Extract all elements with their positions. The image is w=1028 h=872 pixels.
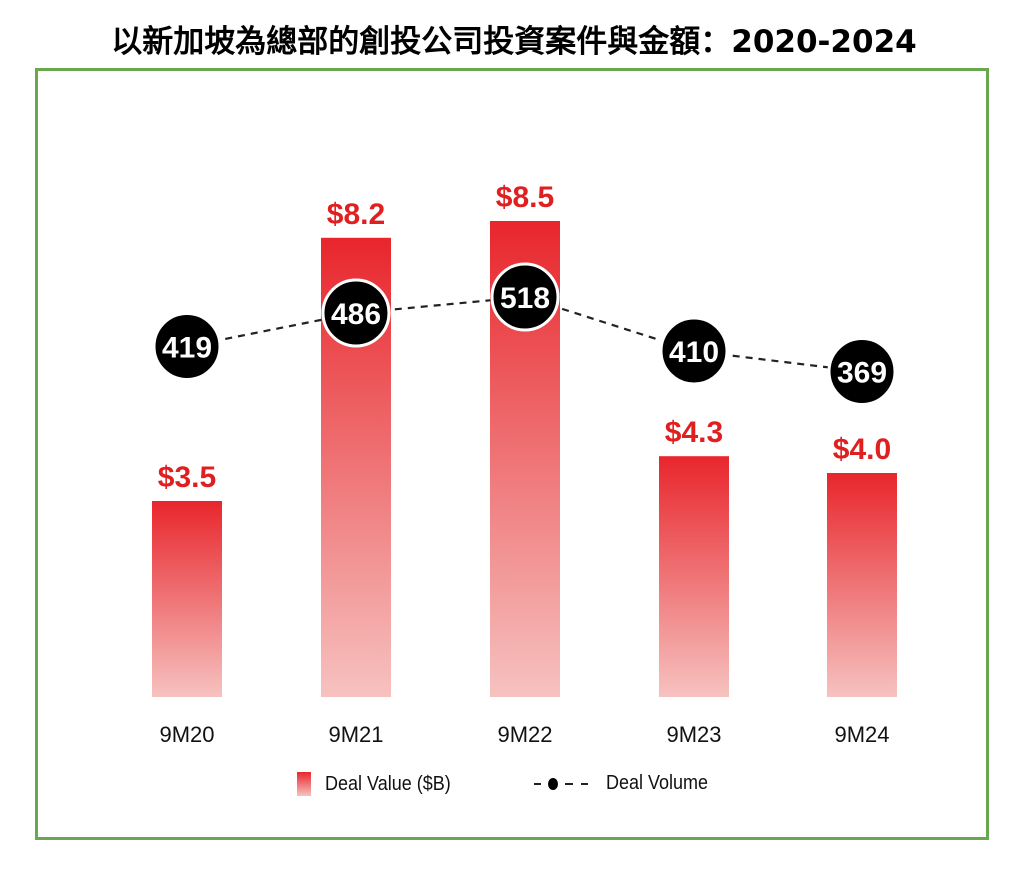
volume-value-label: 410 bbox=[669, 336, 719, 369]
volume-marker-9m22 bbox=[490, 262, 560, 332]
x-tick-label: 9M22 bbox=[497, 722, 552, 747]
volume-value-label: 518 bbox=[500, 282, 550, 315]
bar-value-label: $8.5 bbox=[496, 181, 554, 214]
value-labels: $3.5 $8.2 $8.5 $4.3 $4.0 bbox=[158, 181, 891, 494]
volume-marker-9m23 bbox=[659, 316, 729, 386]
x-axis-ticks: 9M20 9M21 9M22 9M23 9M24 bbox=[159, 722, 889, 747]
chart-title: 以新加坡為總部的創投公司投資案件與金額：2020-2024 bbox=[111, 24, 917, 60]
volume-value-label: 419 bbox=[162, 332, 212, 365]
bar-value-label: $3.5 bbox=[158, 461, 216, 494]
volume-marker-9m21 bbox=[321, 278, 391, 348]
bar-9m23 bbox=[659, 456, 729, 697]
volume-marker-9m20 bbox=[152, 312, 222, 381]
bar-9m24 bbox=[827, 473, 897, 697]
x-tick-label: 9M20 bbox=[159, 722, 214, 747]
legend-deal-value-label: Deal Value ($B) bbox=[325, 772, 451, 795]
bar-9m20 bbox=[152, 501, 222, 697]
bar-value-label: $4.3 bbox=[665, 416, 723, 449]
bar-value-label: $4.0 bbox=[833, 433, 891, 466]
volume-marker-9m24 bbox=[827, 337, 897, 406]
deal-value-swatch bbox=[297, 772, 311, 796]
bar-value-label: $8.2 bbox=[327, 198, 385, 231]
legend-deal-volume: Deal Volume bbox=[530, 772, 719, 795]
volume-value-label: 486 bbox=[331, 298, 381, 331]
legend-deal-volume-label: Deal Volume bbox=[606, 772, 709, 794]
x-tick-label: 9M23 bbox=[666, 722, 721, 747]
dashed-dot-marker-icon bbox=[530, 777, 592, 790]
volume-markers: 419 486 518 410 369 bbox=[152, 262, 897, 406]
x-tick-label: 9M24 bbox=[834, 722, 889, 747]
chart-legend: Deal Value ($B) Deal Volume bbox=[0, 772, 1028, 812]
volume-value-label: 369 bbox=[837, 357, 887, 390]
x-tick-label: 9M21 bbox=[328, 722, 383, 747]
chart-frame bbox=[35, 68, 989, 840]
legend-deal-value: Deal Value ($B) bbox=[297, 772, 465, 796]
